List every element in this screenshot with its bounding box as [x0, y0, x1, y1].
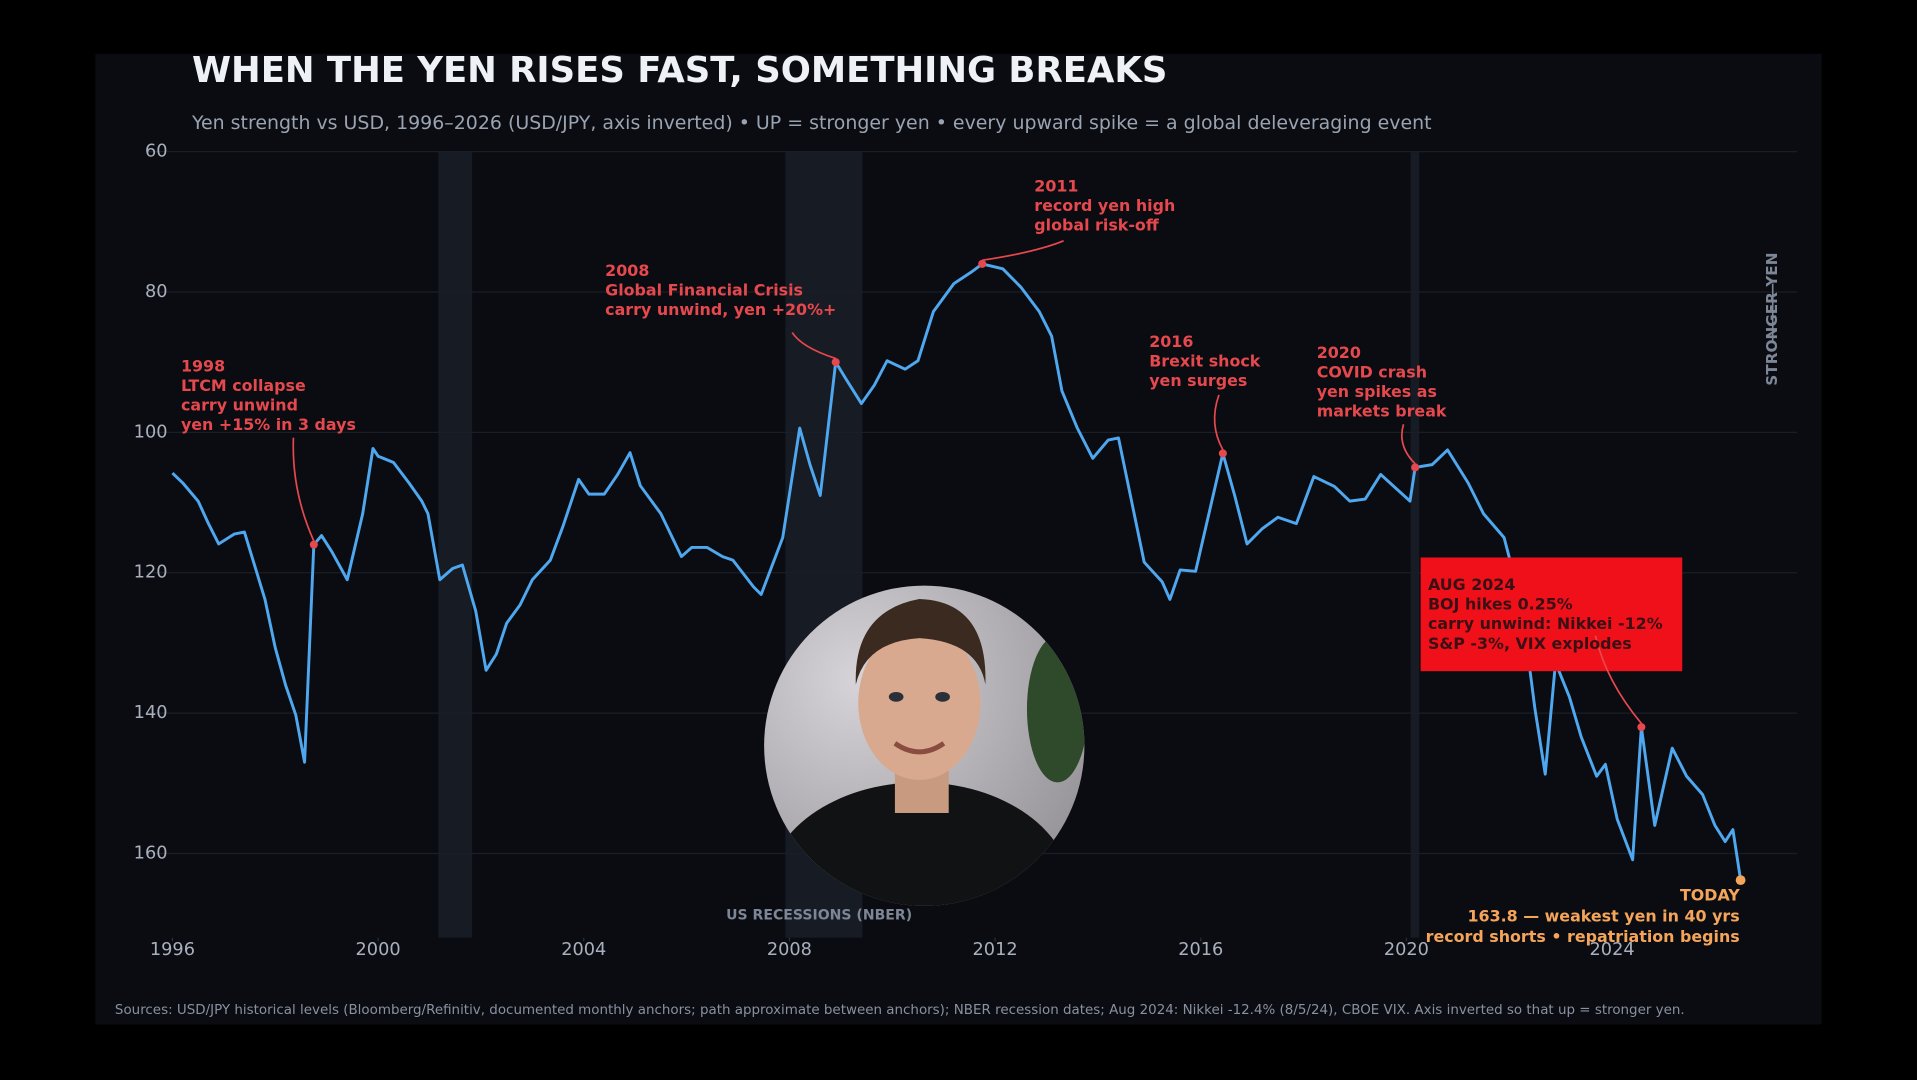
- annotation-arrow: [1400, 423, 1416, 465]
- annotation-text: carry unwind: [181, 395, 298, 414]
- recession-band: [1410, 151, 1420, 938]
- annotation-text: 2008: [605, 261, 649, 280]
- annotation-text: yen surges: [1149, 371, 1247, 390]
- x-tick-label: 2012: [973, 940, 1018, 960]
- x-tick-label: 1996: [150, 940, 195, 960]
- footnote: Sources: USD/JPY historical levels (Bloo…: [115, 1003, 1685, 1018]
- x-tick-label: 2016: [1178, 940, 1223, 960]
- annotation-text: 1998: [181, 356, 225, 375]
- annotation-text: 2016: [1149, 332, 1193, 351]
- chart-subtitle: Yen strength vs USD, 1996–2026 (USD/JPY,…: [191, 112, 1432, 134]
- annotation-text: S&P -3%, VIX explodes: [1428, 634, 1632, 653]
- annotation-arrow: [292, 437, 315, 542]
- annotation-arrow: [791, 332, 836, 360]
- annotation-marker: [1637, 723, 1646, 732]
- annotation-arrow: [1594, 635, 1643, 725]
- annotation-marker: [1218, 449, 1227, 458]
- webcam: [764, 585, 1085, 906]
- x-tick-label: 2004: [561, 940, 606, 960]
- today-text: record shorts • repatriation begins: [1426, 927, 1740, 946]
- y-tick-label: 120: [134, 563, 168, 583]
- annotation-arrow: [982, 240, 1064, 262]
- x-tick-label: 2000: [356, 940, 401, 960]
- y-tick-label: 160: [134, 843, 168, 863]
- annotation-arrow: [1213, 394, 1224, 451]
- y-tick-label: 60: [145, 142, 168, 162]
- annotation-text: record yen high: [1034, 196, 1175, 215]
- series-line: [171, 262, 1743, 881]
- annotation-text: COVID crash: [1317, 362, 1427, 381]
- chart-title: WHEN THE YEN RISES FAST, SOMETHING BREAK…: [192, 50, 1167, 91]
- annotation-text: carry unwind, yen +20%+: [605, 300, 836, 319]
- annotation-text: Brexit shock: [1149, 351, 1261, 370]
- y-tick-label: 140: [134, 703, 168, 723]
- annotation-text: LTCM collapse: [181, 376, 306, 395]
- y-tick-label: 100: [134, 422, 168, 442]
- x-tick-label: 2020: [1384, 940, 1429, 960]
- annotation-text: Global Financial Crisis: [605, 280, 803, 299]
- annotation-box: [1420, 557, 1683, 672]
- annotation-marker: [309, 540, 318, 549]
- annotation-text: yen +15% in 3 days: [181, 415, 356, 434]
- annotation-text: global risk-off: [1034, 216, 1159, 235]
- annotation-marker: [1411, 463, 1420, 472]
- x-tick-label: 2008: [767, 940, 812, 960]
- today-text: 163.8 — weakest yen in 40 yrs: [1467, 906, 1739, 925]
- y-tick-label: 80: [145, 282, 168, 302]
- annotation-text: BOJ hikes 0.25%: [1428, 595, 1573, 614]
- annotation-text: yen spikes as: [1317, 382, 1437, 401]
- recession-band: [438, 151, 473, 938]
- recession-label: US RECESSIONS (NBER): [726, 908, 912, 924]
- today-text: TODAY: [1680, 886, 1740, 905]
- x-tick-label: 2024: [1590, 940, 1635, 960]
- annotation-marker: [978, 259, 987, 268]
- annotation-text: 2020: [1317, 343, 1361, 362]
- annotation-text: AUG 2024: [1428, 575, 1515, 594]
- annotation-marker: [831, 358, 840, 367]
- annotation-text: carry unwind: Nikkei -12%: [1428, 614, 1663, 633]
- annotation-text: 2011: [1034, 177, 1078, 196]
- annotation-text: markets break: [1317, 401, 1447, 420]
- today-marker: [1735, 875, 1746, 886]
